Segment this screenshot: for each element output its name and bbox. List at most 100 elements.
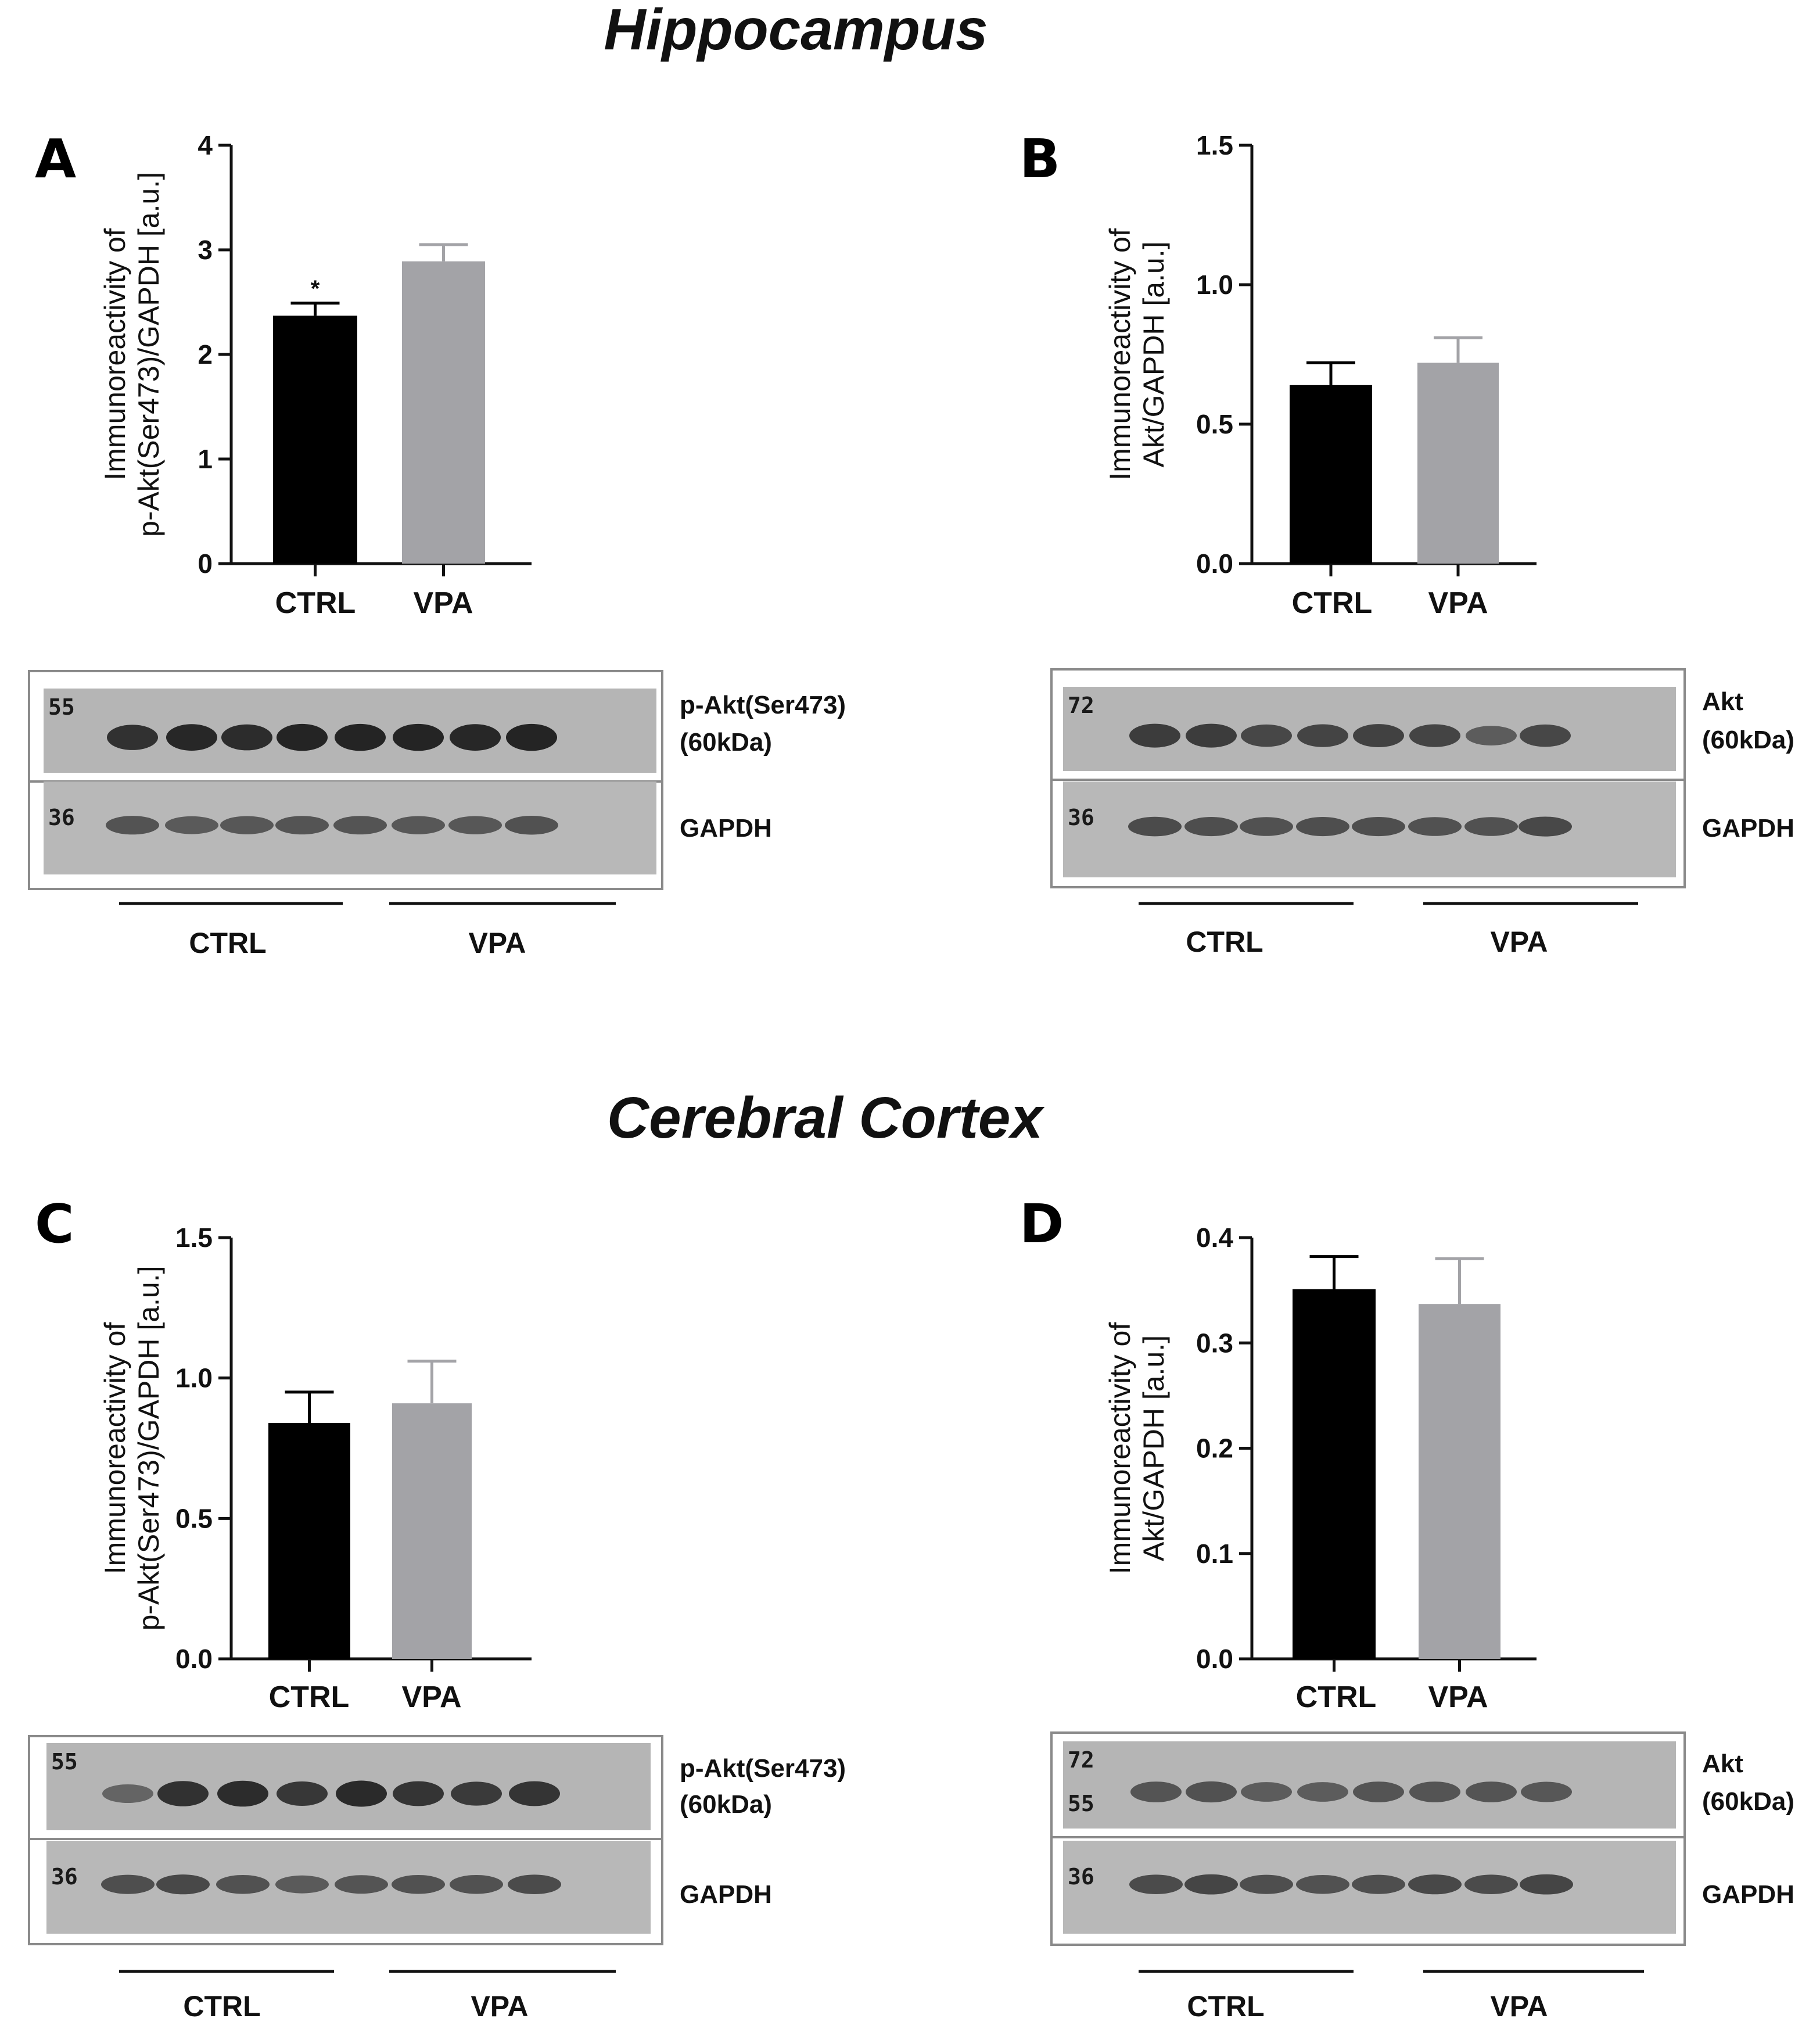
ladder-marker: 72 (1068, 693, 1094, 718)
ladder-marker: 55 (48, 694, 75, 720)
y-tick-label: 0.2 (1196, 1433, 1233, 1464)
panel-letter: C (35, 1193, 74, 1255)
bar-ctrl (273, 316, 357, 564)
blot-label-target: p-Akt(Ser473) (680, 691, 846, 719)
blot-band-gapdh (392, 1874, 445, 1894)
group-label: CTRL (183, 1990, 260, 2022)
blot-label-size: (60kDa) (680, 728, 772, 757)
blot-band-main (335, 723, 386, 751)
y-tick-label: 0.0 (175, 1644, 213, 1674)
blot-band-main (166, 724, 217, 751)
panel-letter: D (1020, 1193, 1064, 1255)
blot-band-main (1353, 1781, 1404, 1802)
western-blot: 55 36 p-Akt(Ser473) (60kDa) GAPDH CTRL VPA (28, 1735, 846, 2022)
y-tick-label: 0.0 (1196, 1644, 1233, 1674)
blot-band-gapdh (1352, 1874, 1405, 1894)
blot-band-main (1130, 1781, 1182, 1802)
blot-band-gapdh (220, 816, 274, 834)
ladder-marker: 36 (1068, 805, 1094, 830)
bar-ctrl (1293, 1289, 1376, 1659)
blot-band-gapdh (1408, 1874, 1462, 1895)
blot-label-loading-control: GAPDH (1702, 1880, 1794, 1909)
group-label: CTRL (189, 927, 266, 959)
y-axis-label-line: Akt/GAPDH [a.u.] (1137, 1335, 1170, 1561)
blot-band-main (1186, 723, 1237, 748)
blot-band-gapdh (1240, 1874, 1293, 1894)
y-axis-label-line: Immunoreactivity of (99, 1322, 131, 1575)
y-axis-label: Immunoreactivity ofAkt/GAPDH [a.u.] (1104, 228, 1170, 481)
y-tick-label: 1.0 (175, 1363, 213, 1393)
blot-band-main (102, 1784, 153, 1803)
section-title-cerebral-cortex: Cerebral Cortex (607, 1085, 1045, 1150)
blot-band-gapdh (1184, 817, 1238, 837)
ladder-marker: 55 (51, 1749, 78, 1774)
blot-label-size: (60kDa) (1702, 1787, 1794, 1816)
western-blot: 55 36 p-Akt(Ser473) (60kDa) GAPDH CTRL VPA (28, 670, 846, 959)
panel-B: B 0.0 0.5 1.0 1.5 Immunoreactivity ofAkt/GAPD… (1020, 128, 1794, 958)
ladder-marker: 72 (1068, 1747, 1094, 1773)
y-axis-label-line: p-Akt(Ser473)/GAPDH [a.u.] (132, 1265, 165, 1630)
group-label: CTRL (1186, 926, 1263, 958)
blot-band-main (393, 723, 444, 751)
blot-band-gapdh (1129, 1874, 1183, 1894)
y-tick-label: 0.5 (175, 1503, 213, 1533)
panel-letter: B (1020, 128, 1060, 190)
x-tick-label: VPA (1428, 586, 1488, 620)
group-label: VPA (1490, 1990, 1548, 2022)
blot-band-gapdh (275, 1875, 329, 1894)
y-tick-label: 1.0 (1196, 270, 1233, 300)
group-label: VPA (471, 1990, 528, 2022)
blot-band-gapdh (1464, 1874, 1518, 1894)
blot-band-gapdh (1296, 1874, 1349, 1894)
blot-band-gapdh (101, 1874, 155, 1894)
x-tick-label: CTRL (275, 586, 356, 620)
blot-band-main (1353, 724, 1404, 748)
y-tick-label: 0.4 (1196, 1222, 1233, 1253)
blot-label-size: (60kDa) (1702, 726, 1794, 754)
blot-band-main (506, 723, 557, 751)
western-blot: 72 36 Akt (60kDa) GAPDH CTRL VPA (1050, 668, 1794, 958)
y-tick-label: 0 (198, 548, 213, 579)
blot-label-loading-control: GAPDH (680, 814, 772, 842)
blot-label-size: (60kDa) (680, 1790, 772, 1819)
bar-vpa (392, 1403, 472, 1659)
blot-label-target: Akt (1702, 687, 1743, 716)
blot-band-gapdh (333, 816, 387, 835)
x-tick-label: CTRL (1292, 586, 1373, 620)
blot-band-gapdh (1128, 816, 1182, 837)
y-axis-label: Immunoreactivity ofp-Akt(Ser473)/GAPDH [… (99, 1265, 165, 1630)
blot-band-gapdh (1240, 817, 1293, 836)
ladder-marker: 55 (1068, 1791, 1094, 1816)
bar-vpa (1419, 1304, 1500, 1659)
y-tick-label: 0.0 (1196, 548, 1233, 579)
section-title-hippocampus: Hippocampus (604, 0, 988, 62)
y-axis-label-line: Immunoreactivity of (1104, 228, 1136, 481)
blot-band-main (277, 1781, 328, 1806)
blot-band-gapdh (1184, 1874, 1238, 1895)
group-label: CTRL (1187, 1990, 1264, 2022)
blot-label-loading-control: GAPDH (1702, 814, 1794, 842)
blot-band-gapdh (392, 816, 445, 834)
ladder-marker: 36 (48, 805, 75, 830)
blot-band-main (336, 1780, 387, 1807)
blot-band-main (1241, 1782, 1292, 1802)
blot-band-main (1297, 724, 1348, 747)
bar-ctrl (1290, 385, 1372, 564)
blot-band-gapdh (508, 1874, 561, 1894)
group-label: VPA (1490, 926, 1548, 958)
y-axis-label-line: Akt/GAPDH [a.u.] (1137, 241, 1170, 467)
blot-band-gapdh (1408, 817, 1462, 836)
blot-band-gapdh (450, 1874, 503, 1894)
blot-band-main (1521, 1781, 1572, 1802)
blot-band-main (393, 1781, 444, 1806)
blot-band-main (1297, 1782, 1348, 1802)
blot-band-main (221, 724, 272, 751)
blot-band-main (1241, 724, 1292, 747)
blot-band-main (1520, 724, 1571, 747)
x-tick-label: VPA (401, 1680, 461, 1714)
blot-band-gapdh (156, 1874, 210, 1895)
blot-band-main (1409, 1781, 1460, 1802)
